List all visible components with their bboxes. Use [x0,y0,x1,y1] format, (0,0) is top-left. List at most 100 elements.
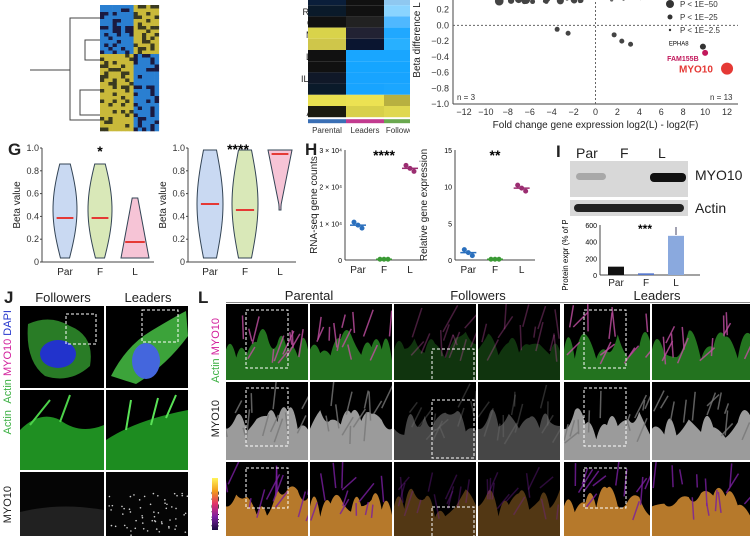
heat-cell [150,61,155,65]
gene-heat-cell [346,94,384,106]
heat-cell [142,54,147,58]
data-point [628,41,634,47]
filopodium [256,489,266,518]
y-tick-label: 0.2 [436,5,449,15]
heat-cell [116,64,122,69]
heat-cell [133,54,139,58]
myo10-puncta [170,506,173,508]
myo10-puncta [149,503,152,506]
heat-cell [125,68,130,72]
heat-cell [150,89,155,93]
filopodium [459,339,468,362]
intensity-colorbar [212,478,218,530]
filopodium [457,383,471,408]
heat-cell [137,5,143,9]
data-point [359,225,365,231]
gene-heat-cell [308,38,346,50]
heat-cell [116,33,122,37]
heat-cell [142,22,147,27]
filopodium [611,306,616,337]
cell-body [310,493,392,536]
heat-cell [108,68,113,72]
filopodium [496,493,510,510]
x-tick-label: Par [608,278,624,289]
heat-cell [125,40,130,44]
filopodium [503,422,518,445]
heat-cell [121,29,126,34]
heat-cell [129,40,134,44]
heat-cell [137,54,143,58]
filopodium [615,462,620,486]
filopodium [341,476,357,491]
filopodium [341,328,352,348]
heat-cell [133,22,139,27]
heat-cell [100,89,105,93]
cell-body [226,329,308,380]
protein-bar-chart: 600 400 200 0 Protein expr (% of Par) Par F L **… [561,220,700,290]
heat-cell [137,120,143,125]
heat-cell [116,26,122,30]
heat-cell [146,33,151,37]
filopodium [339,498,350,515]
myo10-puncta [129,511,132,513]
heat-cell [137,124,143,128]
gene-heat-cell [384,27,410,39]
x-tick-label: 4 [637,107,642,117]
heat-cell [116,36,122,41]
heat-cell [146,36,151,41]
heat-cell [116,29,122,34]
filopodium [274,490,289,508]
heat-cell [104,96,109,100]
label-epha8: EPHA8 [669,42,689,48]
y-axis-title: RNA-seq gene counts [309,156,320,254]
heat-cell [112,124,118,128]
filopodium [317,316,322,340]
x-tick-label: L [277,267,283,278]
l-micrograph [478,462,560,536]
myo10-puncta [126,526,128,529]
heat-cell [100,113,105,118]
heat-cell [104,85,109,90]
x-tick-label: 0 [593,107,598,117]
zoom-box [431,348,475,380]
heat-cell [146,106,151,111]
j-leaders-actin [106,390,188,470]
filopodium [248,498,252,509]
data-point [377,256,383,262]
panel-j-label: J [4,288,14,307]
filopodium [408,401,418,414]
data-point [523,0,527,2]
lane-f: F [620,145,629,161]
heat-cell [125,110,130,114]
heat-cell [100,15,105,20]
heat-cell [108,57,113,62]
lane-par: Par [576,145,598,161]
filopodium [678,469,684,485]
heat-cell [154,99,160,104]
heat-cell [125,99,130,104]
x-tick-label: L [132,267,138,278]
filopodium [653,390,665,412]
heat-cell [133,75,139,79]
myo10-puncta [142,527,145,530]
filopodium [541,414,554,434]
zoom-box [583,467,627,509]
heat-cell [129,43,134,48]
heat-cell [121,110,126,114]
heat-cell [112,40,118,44]
heat-cell [146,54,151,58]
heat-cell [133,127,139,132]
heat-cell [125,33,130,37]
heat-cell [112,50,118,55]
heat-cell [104,61,109,65]
filopodium [352,408,366,428]
heat-cell [137,64,143,69]
gene-heat-cell [384,83,410,95]
heat-cell [137,15,143,20]
filopodium [699,347,716,362]
data-point [507,0,515,4]
filopodium [380,475,385,503]
heat-cell [108,8,113,13]
heat-cell [154,43,160,48]
heat-cell [108,96,113,100]
